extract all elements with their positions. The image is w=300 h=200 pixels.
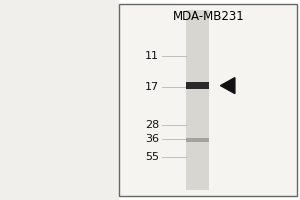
Text: 17: 17 — [145, 82, 159, 92]
Bar — [118, 4, 297, 196]
Text: 36: 36 — [145, 134, 159, 144]
Text: 28: 28 — [145, 120, 159, 130]
Bar — [0, 0, 118, 200]
Polygon shape — [220, 78, 235, 94]
Text: 11: 11 — [145, 51, 159, 61]
Text: MDA-MB231: MDA-MB231 — [173, 10, 245, 23]
Bar — [186, 82, 208, 89]
Bar — [186, 10, 208, 190]
Text: 55: 55 — [145, 152, 159, 162]
Bar — [186, 138, 208, 142]
